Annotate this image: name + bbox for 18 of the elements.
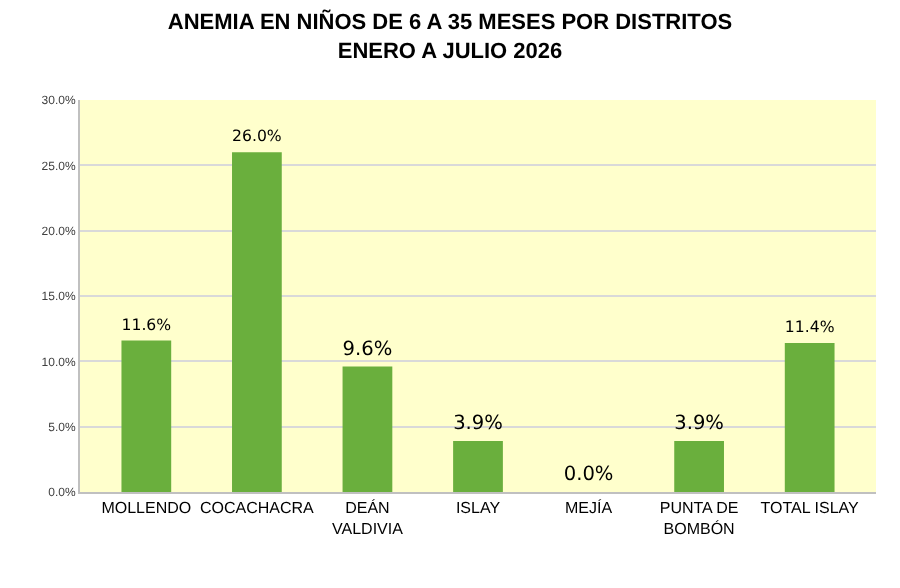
x-tick-label: MOLLENDO bbox=[101, 499, 192, 518]
bar bbox=[232, 152, 282, 492]
x-tick-label: MEJÍA bbox=[565, 499, 614, 518]
bar bbox=[342, 366, 393, 492]
data-label: 0.0% bbox=[563, 463, 614, 486]
data-label: 3.9% bbox=[674, 413, 724, 436]
x-tick-label: COCACHACRA bbox=[199, 499, 316, 518]
bar bbox=[121, 340, 172, 492]
bar bbox=[784, 343, 835, 492]
data-label: 3.9% bbox=[453, 413, 503, 436]
bar bbox=[453, 441, 503, 492]
x-tick-label: PUNTA DE BOMBÓN bbox=[659, 499, 739, 538]
data-label: 9.6% bbox=[342, 338, 393, 361]
x-tick-label: DEÁN VALDIVIA bbox=[332, 499, 405, 538]
x-tick-label: ISLAY bbox=[455, 499, 502, 518]
x-tick-label: TOTAL ISLAY bbox=[760, 499, 861, 518]
chart-title: ANEMIA EN NIÑOS DE 6 A 35 MESES POR DISTRITOS ENERO A JULIO 2026 bbox=[167, 9, 733, 64]
bar bbox=[674, 441, 724, 492]
